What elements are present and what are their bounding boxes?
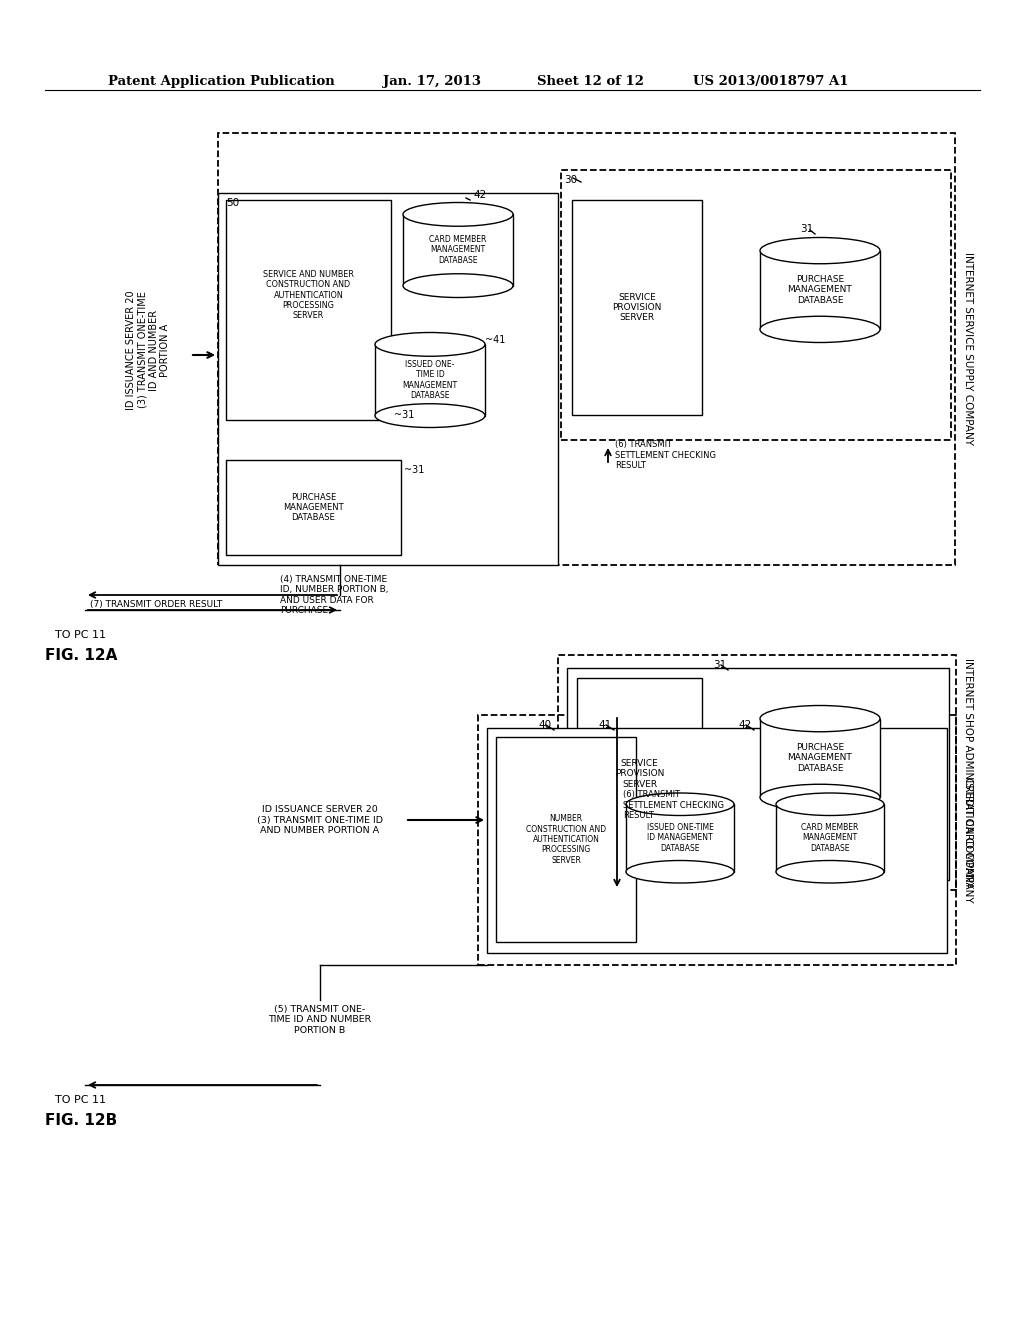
Text: Jan. 17, 2013: Jan. 17, 2013: [383, 75, 481, 88]
Text: 50: 50: [226, 198, 240, 209]
Ellipse shape: [760, 784, 880, 810]
Bar: [558, 655, 956, 890]
Bar: [226, 201, 391, 420]
Text: TO PC 11: TO PC 11: [55, 1096, 106, 1105]
Text: ISSUED ONE-
TIME ID
MANAGEMENT
DATABASE: ISSUED ONE- TIME ID MANAGEMENT DATABASE: [402, 360, 458, 400]
Text: (6) TRANSMIT
SETTLEMENT CHECKING
RESULT: (6) TRANSMIT SETTLEMENT CHECKING RESULT: [623, 791, 724, 820]
Bar: [577, 678, 702, 870]
Text: FIG. 12B: FIG. 12B: [45, 1113, 118, 1129]
Text: 31: 31: [800, 224, 813, 234]
Text: (6) TRANSMIT
SETTLEMENT CHECKING
RESULT: (6) TRANSMIT SETTLEMENT CHECKING RESULT: [615, 440, 716, 470]
Text: (4) TRANSMIT ONE-TIME
ID, NUMBER PORTION B,
AND USER DATA FOR
PURCHASE: (4) TRANSMIT ONE-TIME ID, NUMBER PORTION…: [280, 576, 388, 615]
Bar: [760, 718, 880, 797]
Text: SERVICE AND NUMBER
CONSTRUCTION AND
AUTHENTICATION
PROCESSING
SERVER: SERVICE AND NUMBER CONSTRUCTION AND AUTH…: [263, 269, 354, 321]
Text: SERVICE
PROVISION
SERVER: SERVICE PROVISION SERVER: [612, 293, 662, 322]
Ellipse shape: [403, 273, 513, 297]
Bar: [760, 251, 880, 330]
Text: (5) TRANSMIT ONE-
TIME ID AND NUMBER
PORTION B: (5) TRANSMIT ONE- TIME ID AND NUMBER POR…: [268, 1005, 372, 1035]
Bar: [626, 804, 734, 871]
Bar: [403, 214, 513, 285]
Text: 30: 30: [564, 176, 578, 185]
Text: ID ISSUANCE SERVER 20
(3) TRANSMIT ONE-TIME
ID AND NUMBER
PORTION A: ID ISSUANCE SERVER 20 (3) TRANSMIT ONE-T…: [126, 290, 170, 409]
Bar: [218, 193, 558, 565]
Ellipse shape: [760, 705, 880, 731]
Text: CARD MEMBER
MANAGEMENT
DATABASE: CARD MEMBER MANAGEMENT DATABASE: [802, 824, 859, 853]
Bar: [572, 201, 702, 414]
Text: ISSUED ONE-TIME
ID MANAGEMENT
DATABASE: ISSUED ONE-TIME ID MANAGEMENT DATABASE: [646, 824, 714, 853]
Ellipse shape: [760, 238, 880, 264]
Bar: [496, 737, 636, 942]
Bar: [478, 715, 956, 965]
Text: 31: 31: [713, 660, 726, 671]
Text: ID ISSUANCE SERVER 20
(3) TRANSMIT ONE-TIME ID
AND NUMBER PORTION A: ID ISSUANCE SERVER 20 (3) TRANSMIT ONE-T…: [257, 805, 383, 836]
Bar: [226, 459, 401, 554]
Text: FIG. 12A: FIG. 12A: [45, 648, 118, 663]
Ellipse shape: [776, 861, 884, 883]
Bar: [567, 668, 949, 880]
Bar: [561, 170, 951, 440]
Ellipse shape: [403, 202, 513, 226]
Text: ~41: ~41: [485, 335, 506, 345]
Text: NUMBER
CONSTRUCTION AND
AUTHENTICATION
PROCESSING
SERVER: NUMBER CONSTRUCTION AND AUTHENTICATION P…: [526, 814, 606, 865]
Text: PURCHASE
MANAGEMENT
DATABASE: PURCHASE MANAGEMENT DATABASE: [284, 492, 344, 523]
Text: CARD MEMBER
MANAGEMENT
DATABASE: CARD MEMBER MANAGEMENT DATABASE: [429, 235, 486, 265]
Text: 40: 40: [538, 719, 551, 730]
Ellipse shape: [626, 861, 734, 883]
Text: ~31: ~31: [404, 465, 424, 475]
Ellipse shape: [626, 793, 734, 816]
Text: PURCHASE
MANAGEMENT
DATABASE: PURCHASE MANAGEMENT DATABASE: [787, 275, 852, 305]
Bar: [218, 133, 955, 565]
Text: ~31: ~31: [394, 411, 415, 420]
Text: TO PC 11: TO PC 11: [55, 630, 106, 640]
Text: 41: 41: [598, 719, 611, 730]
Text: SERVICE
PROVISION
SERVER: SERVICE PROVISION SERVER: [614, 759, 665, 789]
Ellipse shape: [375, 404, 485, 428]
Bar: [487, 729, 947, 953]
Ellipse shape: [776, 793, 884, 816]
Ellipse shape: [760, 317, 880, 342]
Text: (7) TRANSMIT ORDER RESULT: (7) TRANSMIT ORDER RESULT: [90, 601, 222, 609]
Text: 42: 42: [738, 719, 752, 730]
Text: PURCHASE
MANAGEMENT
DATABASE: PURCHASE MANAGEMENT DATABASE: [787, 743, 852, 774]
Ellipse shape: [375, 333, 485, 356]
Text: CREDIT CARD COMPANY: CREDIT CARD COMPANY: [963, 777, 973, 903]
Bar: [375, 345, 485, 416]
Bar: [776, 804, 884, 871]
Text: Sheet 12 of 12: Sheet 12 of 12: [537, 75, 644, 88]
Text: US 2013/0018797 A1: US 2013/0018797 A1: [693, 75, 849, 88]
Text: Patent Application Publication: Patent Application Publication: [108, 75, 335, 88]
Text: 42: 42: [473, 190, 486, 201]
Text: INTERNET SERVICE SUPPLY COMPANY: INTERNET SERVICE SUPPLY COMPANY: [963, 252, 973, 446]
Text: INTERNET SHOP ADMINISTRATION COMPANY: INTERNET SHOP ADMINISTRATION COMPANY: [963, 657, 973, 887]
